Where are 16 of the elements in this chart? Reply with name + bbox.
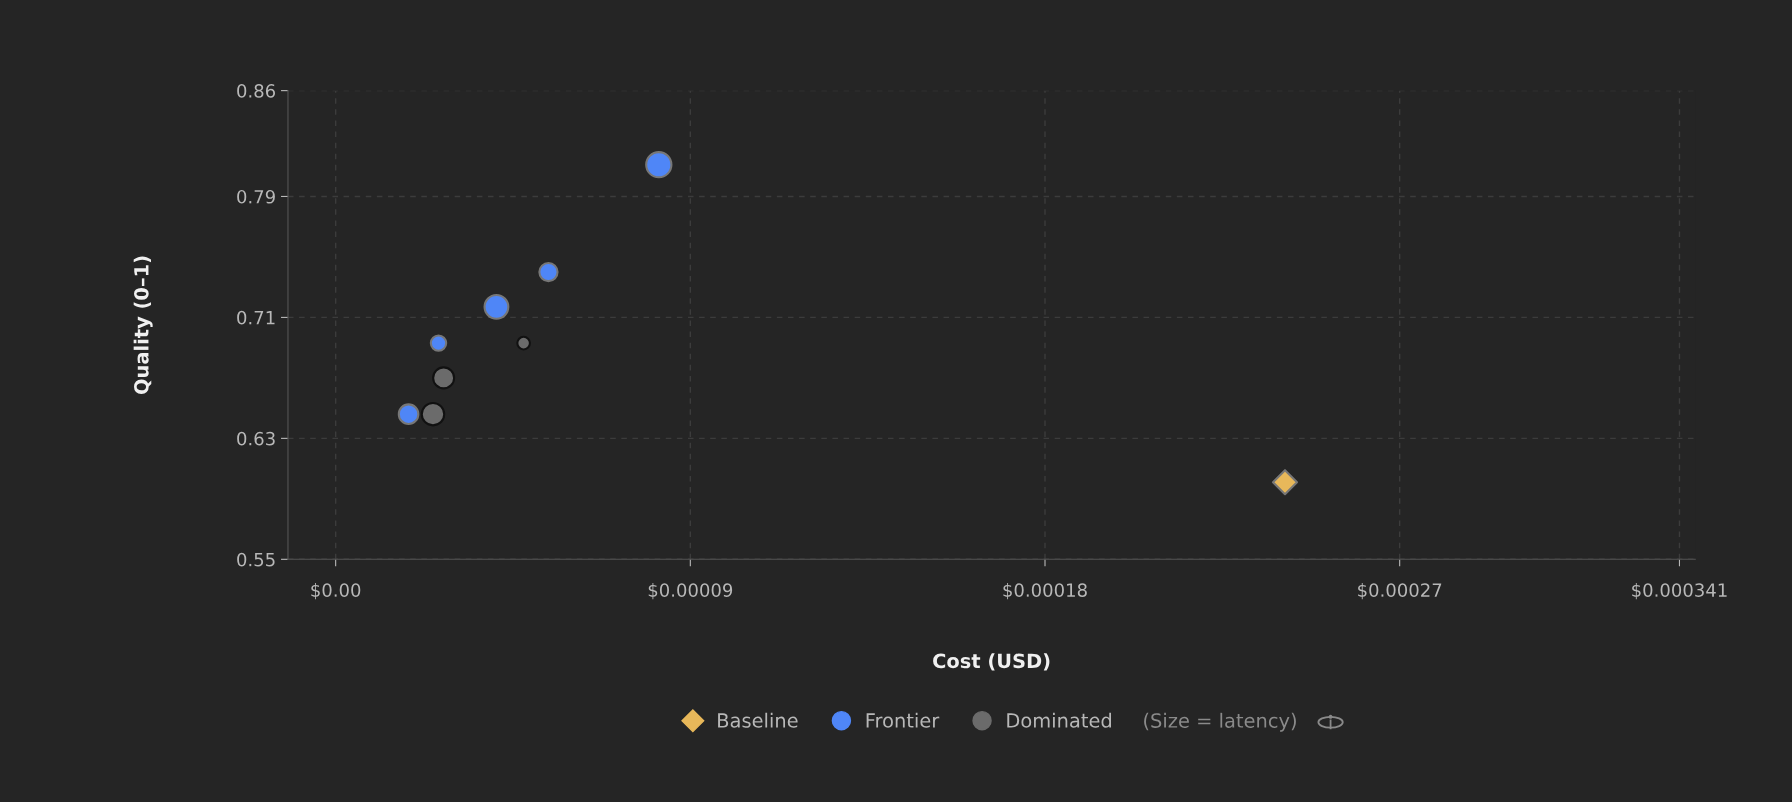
x-tick-label: $0.00027 [1358,582,1442,600]
y-tick-label: 0.86 [237,84,276,98]
legend-label: Dominated [1007,712,1112,728]
y-tick-label: 0.79 [237,189,275,204]
x-tick-label: $0.00009 [648,582,733,600]
text: (Size = latency) [1144,712,1296,732]
x-tick-label: $0.00 [311,582,361,600]
x-tick-label: $0.00018 [1003,582,1087,600]
y-tick-label: 0.55 [237,552,275,567]
x-axis-title: Cost (USD) [933,653,1050,671]
y-tick-label: 0.71 [237,310,275,325]
y-axis-title: Quality (0–1) [133,256,153,395]
legend-label: Frontier [866,712,940,728]
y-tick-label: 0.63 [237,431,275,446]
x-tick-label: $0.000341 [1632,582,1727,600]
legend-label: Baseline [718,712,798,728]
